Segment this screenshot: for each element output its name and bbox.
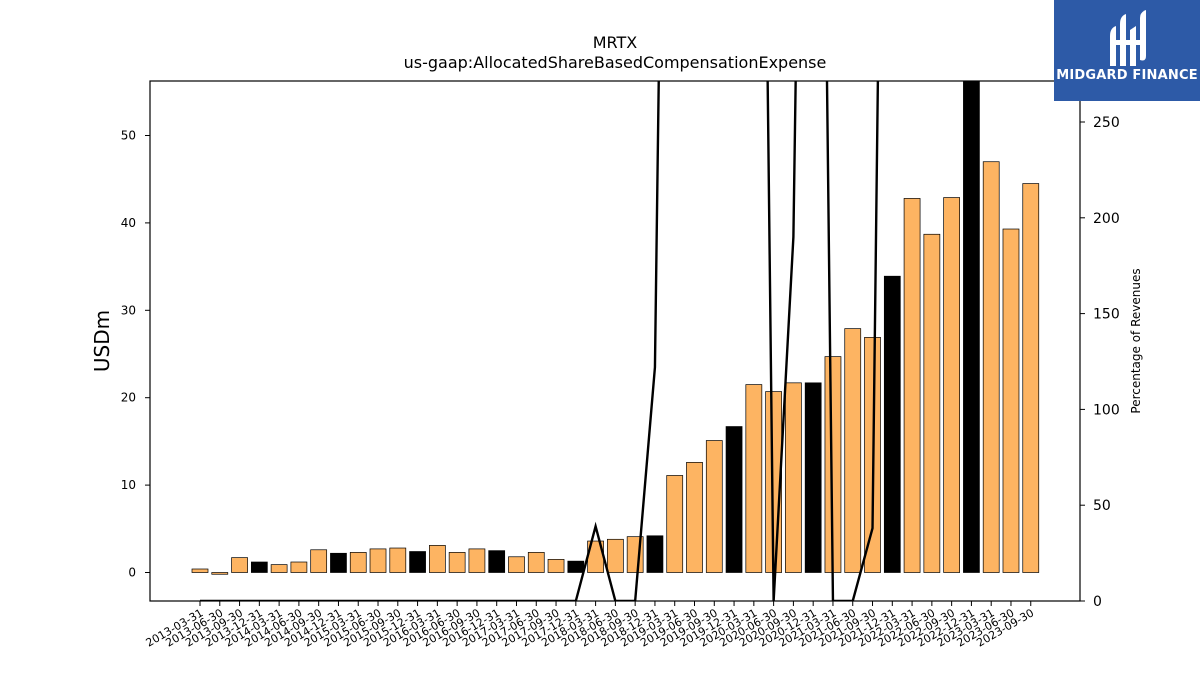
bar-2017-06-30 (527, 552, 545, 573)
y-tick-label-50: 50 (121, 129, 136, 143)
bar-2020-12-31 (804, 382, 822, 573)
bar-2022-12-31 (963, 81, 980, 573)
brand-logo: MIDGARD FINANCE (1054, 0, 1200, 101)
bar-2015-09-30 (389, 547, 407, 573)
y2-tick-label-50: 50 (1093, 498, 1111, 514)
y-axis-label: USDm (90, 310, 114, 372)
bar-2023-06-30 (1002, 228, 1020, 573)
bar-2015-06-30 (369, 548, 387, 573)
bar-2016-12-31 (488, 550, 506, 573)
bar-2013-03-31 (191, 568, 209, 573)
bar-2022-09-30 (943, 197, 960, 573)
bar-2022-06-30 (923, 233, 941, 573)
bar-2013-12-31 (250, 561, 268, 573)
bar-2016-06-30 (448, 552, 466, 573)
bar-2020-03-31 (745, 384, 763, 573)
y-tick-label-40: 40 (121, 216, 136, 230)
y2-axis-label: Percentage of Revenues (1129, 268, 1143, 413)
y-tick-label-20: 20 (121, 391, 136, 405)
bar-2018-06-30 (607, 538, 624, 573)
bar-2017-09-30 (547, 559, 565, 573)
y2-tick-label-100: 100 (1093, 402, 1120, 418)
bar-2014-09-30 (310, 549, 328, 573)
bar-2023-03-31 (982, 161, 1000, 573)
y-tick-label-10: 10 (121, 478, 136, 492)
bar-2021-06-30 (844, 328, 862, 573)
bar-2015-03-31 (349, 552, 367, 573)
bar-2016-09-30 (468, 548, 486, 573)
y2-tick-label-0: 0 (1093, 594, 1102, 610)
bar-2022-03-31 (903, 198, 921, 573)
brand-name: MIDGARD FINANCE (1056, 68, 1198, 83)
bar-2019-03-31 (666, 475, 684, 573)
plot-marks (191, 81, 1040, 601)
bar-2014-03-31 (270, 564, 288, 573)
bar-2016-03-31 (429, 545, 446, 573)
bar-2013-09-30 (231, 557, 248, 573)
bar-2014-06-30 (290, 561, 308, 573)
y-axis-left: 0 10 20 30 40 50 (121, 129, 150, 580)
midgard-logo-icon (1110, 10, 1146, 66)
y2-tick-label-150: 150 (1093, 307, 1120, 323)
bar-2020-09-30 (785, 382, 802, 573)
bar-2023-09-30 (1022, 183, 1040, 573)
bar-2021-12-31 (883, 275, 901, 573)
y2-tick-label-250: 250 (1093, 115, 1120, 131)
bar-2013-06-30 (211, 572, 229, 575)
bar-2019-09-30 (705, 440, 723, 573)
bar-2018-12-31 (646, 535, 664, 573)
plot-frame (149, 80, 1081, 602)
bar-2019-12-31 (725, 426, 743, 573)
x-axis: 2013-03-312013-06-302013-09-302013-12-31… (144, 601, 1036, 650)
bar-2017-03-31 (508, 556, 525, 573)
bar-2014-12-31 (330, 552, 347, 573)
bar-2015-12-31 (409, 551, 426, 573)
bar-2019-06-30 (686, 462, 703, 573)
y-tick-label-0: 0 (128, 566, 136, 580)
y2-tick-label-200: 200 (1093, 211, 1120, 227)
y-tick-label-30: 30 (121, 303, 136, 317)
chart-title: MRTX (593, 33, 638, 52)
chart-subtitle: us-gaap:AllocatedShareBasedCompensationE… (404, 53, 827, 72)
plot-area (191, 81, 1040, 601)
bar-2017-12-31 (567, 560, 585, 573)
y-axis-right: 0 50 100 150 200 250 (1080, 115, 1120, 610)
